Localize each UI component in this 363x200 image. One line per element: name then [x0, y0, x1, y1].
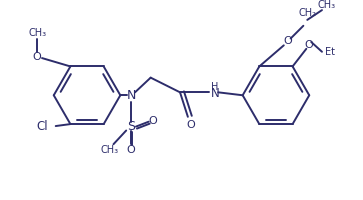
Text: N: N [211, 87, 220, 100]
Text: O: O [284, 36, 292, 46]
Text: CH₃: CH₃ [28, 28, 46, 38]
Text: O: O [127, 145, 135, 155]
Text: Et: Et [325, 47, 335, 57]
Text: O: O [304, 40, 313, 50]
Text: O: O [148, 116, 157, 126]
Text: CH₃: CH₃ [318, 0, 336, 10]
Text: N: N [126, 89, 136, 102]
Text: CH₃: CH₃ [101, 145, 119, 155]
Text: H: H [211, 82, 218, 92]
Text: O: O [33, 52, 41, 62]
Text: Cl: Cl [36, 120, 48, 133]
Text: S: S [127, 120, 135, 133]
Text: CH₂: CH₂ [298, 8, 316, 18]
Text: O: O [187, 120, 195, 130]
